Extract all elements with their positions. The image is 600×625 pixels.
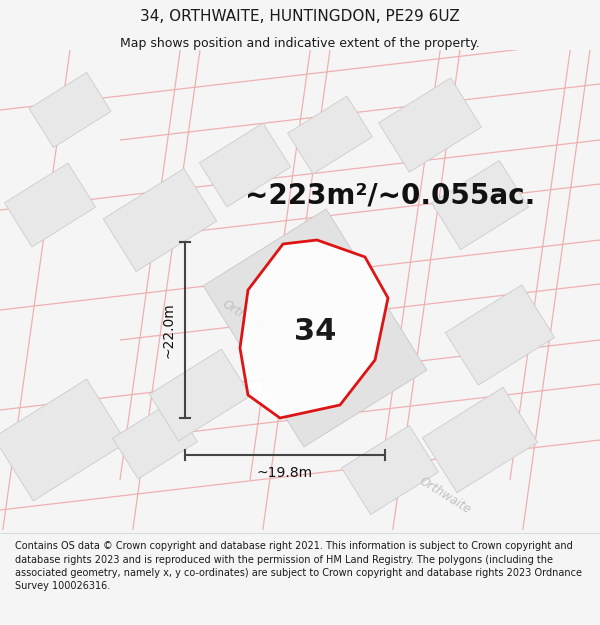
Text: ~22.0m: ~22.0m <box>162 302 176 358</box>
Polygon shape <box>113 401 197 479</box>
Polygon shape <box>379 78 481 172</box>
Polygon shape <box>203 209 427 447</box>
Polygon shape <box>4 163 95 247</box>
Text: 34: 34 <box>294 318 336 346</box>
Text: Orthwaite: Orthwaite <box>417 474 473 516</box>
Polygon shape <box>0 379 127 501</box>
Polygon shape <box>287 96 373 174</box>
Text: ~19.8m: ~19.8m <box>257 466 313 480</box>
Polygon shape <box>103 169 217 271</box>
Polygon shape <box>29 72 111 148</box>
Polygon shape <box>431 161 529 249</box>
Text: Map shows position and indicative extent of the property.: Map shows position and indicative extent… <box>120 38 480 51</box>
Polygon shape <box>341 426 439 514</box>
Text: ~223m²/~0.055ac.: ~223m²/~0.055ac. <box>245 181 535 209</box>
Polygon shape <box>199 123 290 207</box>
Polygon shape <box>238 254 382 386</box>
Text: Orthwaite: Orthwaite <box>220 297 276 339</box>
Text: 34, ORTHWAITE, HUNTINGDON, PE29 6UZ: 34, ORTHWAITE, HUNTINGDON, PE29 6UZ <box>140 9 460 24</box>
Polygon shape <box>445 285 554 385</box>
Polygon shape <box>240 240 388 418</box>
Text: Contains OS data © Crown copyright and database right 2021. This information is : Contains OS data © Crown copyright and d… <box>15 541 582 591</box>
Polygon shape <box>149 349 251 441</box>
Polygon shape <box>422 388 538 492</box>
